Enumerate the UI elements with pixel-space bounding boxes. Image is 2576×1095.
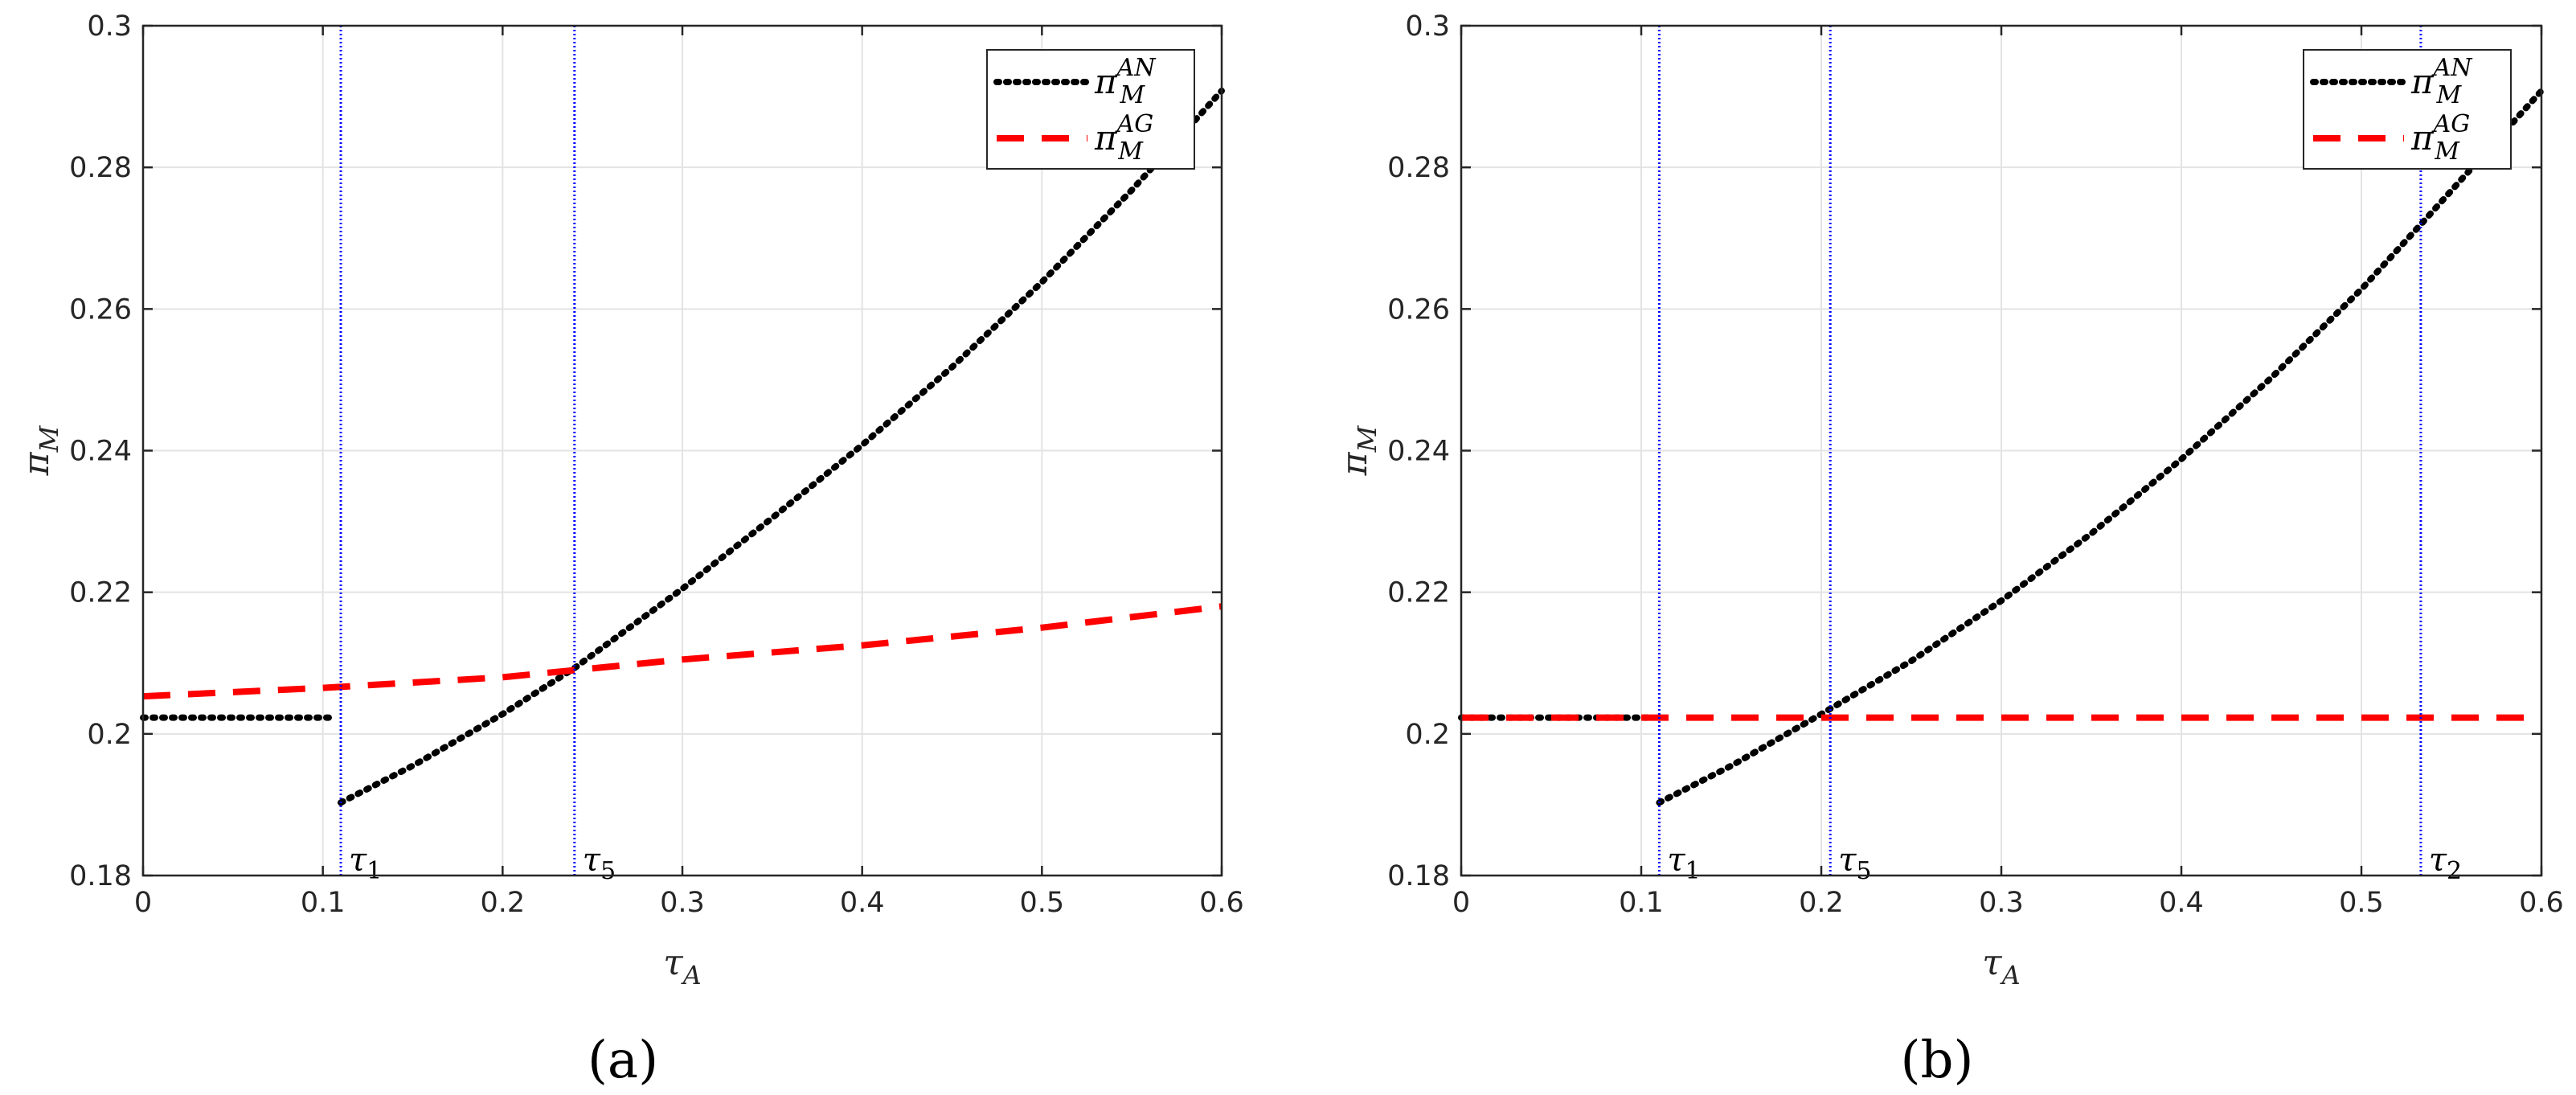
y-axis-label-subscript: M (34, 424, 64, 453)
threshold-label-subscript: 1 (1685, 857, 1701, 885)
x-tick-label: 0.5 (1019, 887, 1064, 919)
legend-label-symbol: π (1094, 62, 1118, 101)
y-tick-label: 0.3 (1405, 10, 1450, 43)
panel-caption: (a) (588, 1031, 658, 1090)
panel-caption: (b) (1901, 1031, 1974, 1090)
x-axis-label: τA (1982, 942, 2020, 990)
legend-label-subscript: M (2436, 81, 2463, 109)
legend-label-symbol: π (2410, 62, 2435, 101)
series-pi-m-ag (142, 603, 1222, 700)
x-tick-label: 0.4 (2159, 887, 2204, 919)
y-axis-label-base: π (16, 451, 57, 476)
x-tick-label: 0.5 (2339, 887, 2384, 919)
x-tick-label: 0.6 (2519, 887, 2564, 919)
threshold-label-symbol: τ (1838, 842, 1857, 879)
threshold-label: τ2 (2429, 842, 2462, 885)
series-pi-m-an (140, 88, 1225, 806)
legend-label-superscript: AG (1115, 110, 1154, 138)
y-tick-label: 0.18 (69, 860, 132, 892)
legend-label-symbol: π (2410, 118, 2435, 158)
y-tick-label: 0.28 (1387, 152, 1450, 184)
threshold-label-symbol: τ (349, 842, 367, 879)
series-line (142, 603, 1222, 700)
threshold-label-symbol: τ (583, 842, 601, 879)
x-axis-label-base: τ (1982, 942, 2002, 983)
x-tick-label: 0.3 (660, 887, 705, 919)
series-line (338, 88, 1225, 806)
y-axis-label: πM (1334, 424, 1382, 476)
legend-label-subscript: M (2434, 137, 2460, 166)
y-tick-label: 0.26 (1387, 293, 1450, 326)
y-tick-label: 0.24 (69, 436, 132, 468)
x-tick-label: 0.2 (1799, 887, 1844, 919)
y-tick-label: 0.22 (1387, 577, 1450, 609)
threshold-label-subscript: 2 (2447, 857, 2462, 885)
x-axis-label-subscript: A (681, 960, 702, 990)
legend-label-superscript: AN (2431, 54, 2474, 82)
y-tick-label: 0.24 (1387, 436, 1450, 468)
legend-label-subscript: M (1117, 137, 1144, 166)
threshold-label: τ1 (1667, 842, 1700, 885)
y-tick-label: 0.26 (69, 293, 132, 326)
y-tick-label: 0.22 (69, 577, 132, 609)
x-tick-label: 0 (1452, 887, 1470, 919)
y-axis-label-subscript: M (1352, 424, 1382, 453)
x-tick-label: 0.6 (1199, 887, 1244, 919)
legend-label: πAG M (1094, 110, 1153, 166)
threshold-label-subscript: 5 (1856, 857, 1871, 885)
x-tick-label: 0.1 (301, 887, 346, 919)
legend-label-superscript: AN (1115, 54, 1157, 82)
legend-box (986, 49, 1195, 170)
y-tick-label: 0.2 (1405, 719, 1450, 751)
legend-label: πAN M (1094, 54, 1157, 109)
threshold-label-subscript: 1 (367, 857, 382, 885)
threshold-label-symbol: τ (2429, 842, 2447, 879)
threshold-label-symbol: τ (1667, 842, 1685, 879)
threshold-label: τ5 (1838, 842, 1871, 885)
x-tick-label: 0.1 (1619, 887, 1664, 919)
y-tick-label: 0.3 (87, 10, 132, 43)
threshold-label-subscript: 5 (600, 857, 616, 885)
y-axis-label: πM (16, 424, 64, 476)
x-tick-label: 0.2 (480, 887, 525, 919)
legend-box (2303, 49, 2512, 170)
legend-label-subscript: M (1120, 81, 1146, 109)
x-axis-label: τA (663, 942, 701, 990)
y-tick-label: 0.2 (87, 719, 132, 751)
chart-panel-b: τ1 τ5 τ20 0.1 0.2 0.3 0.4 0.5 0.60.180.20.220.24… (1334, 10, 2564, 1090)
x-axis-label-subscript: A (2000, 960, 2021, 990)
y-tick-label: 0.18 (1387, 860, 1450, 892)
x-axis-label-base: τ (663, 942, 683, 983)
legend-label: πAG M (2410, 110, 2470, 166)
y-axis-label-base: π (1334, 451, 1375, 476)
y-tick-label: 0.28 (69, 152, 132, 184)
x-tick-label: 0 (134, 887, 152, 919)
legend-label: πAN M (2410, 54, 2473, 109)
legend-label-symbol: π (1094, 118, 1118, 158)
threshold-label: τ5 (583, 842, 616, 885)
x-tick-label: 0.3 (1979, 887, 2024, 919)
legend-label-superscript: AG (2431, 110, 2471, 138)
x-tick-label: 0.4 (840, 887, 885, 919)
series-line (1656, 88, 2545, 806)
threshold-label: τ1 (349, 842, 382, 885)
chart-panel-a: τ1 τ50 0.1 0.2 0.3 0.4 0.5 0.60.180.20.220.240.… (16, 10, 1244, 1090)
